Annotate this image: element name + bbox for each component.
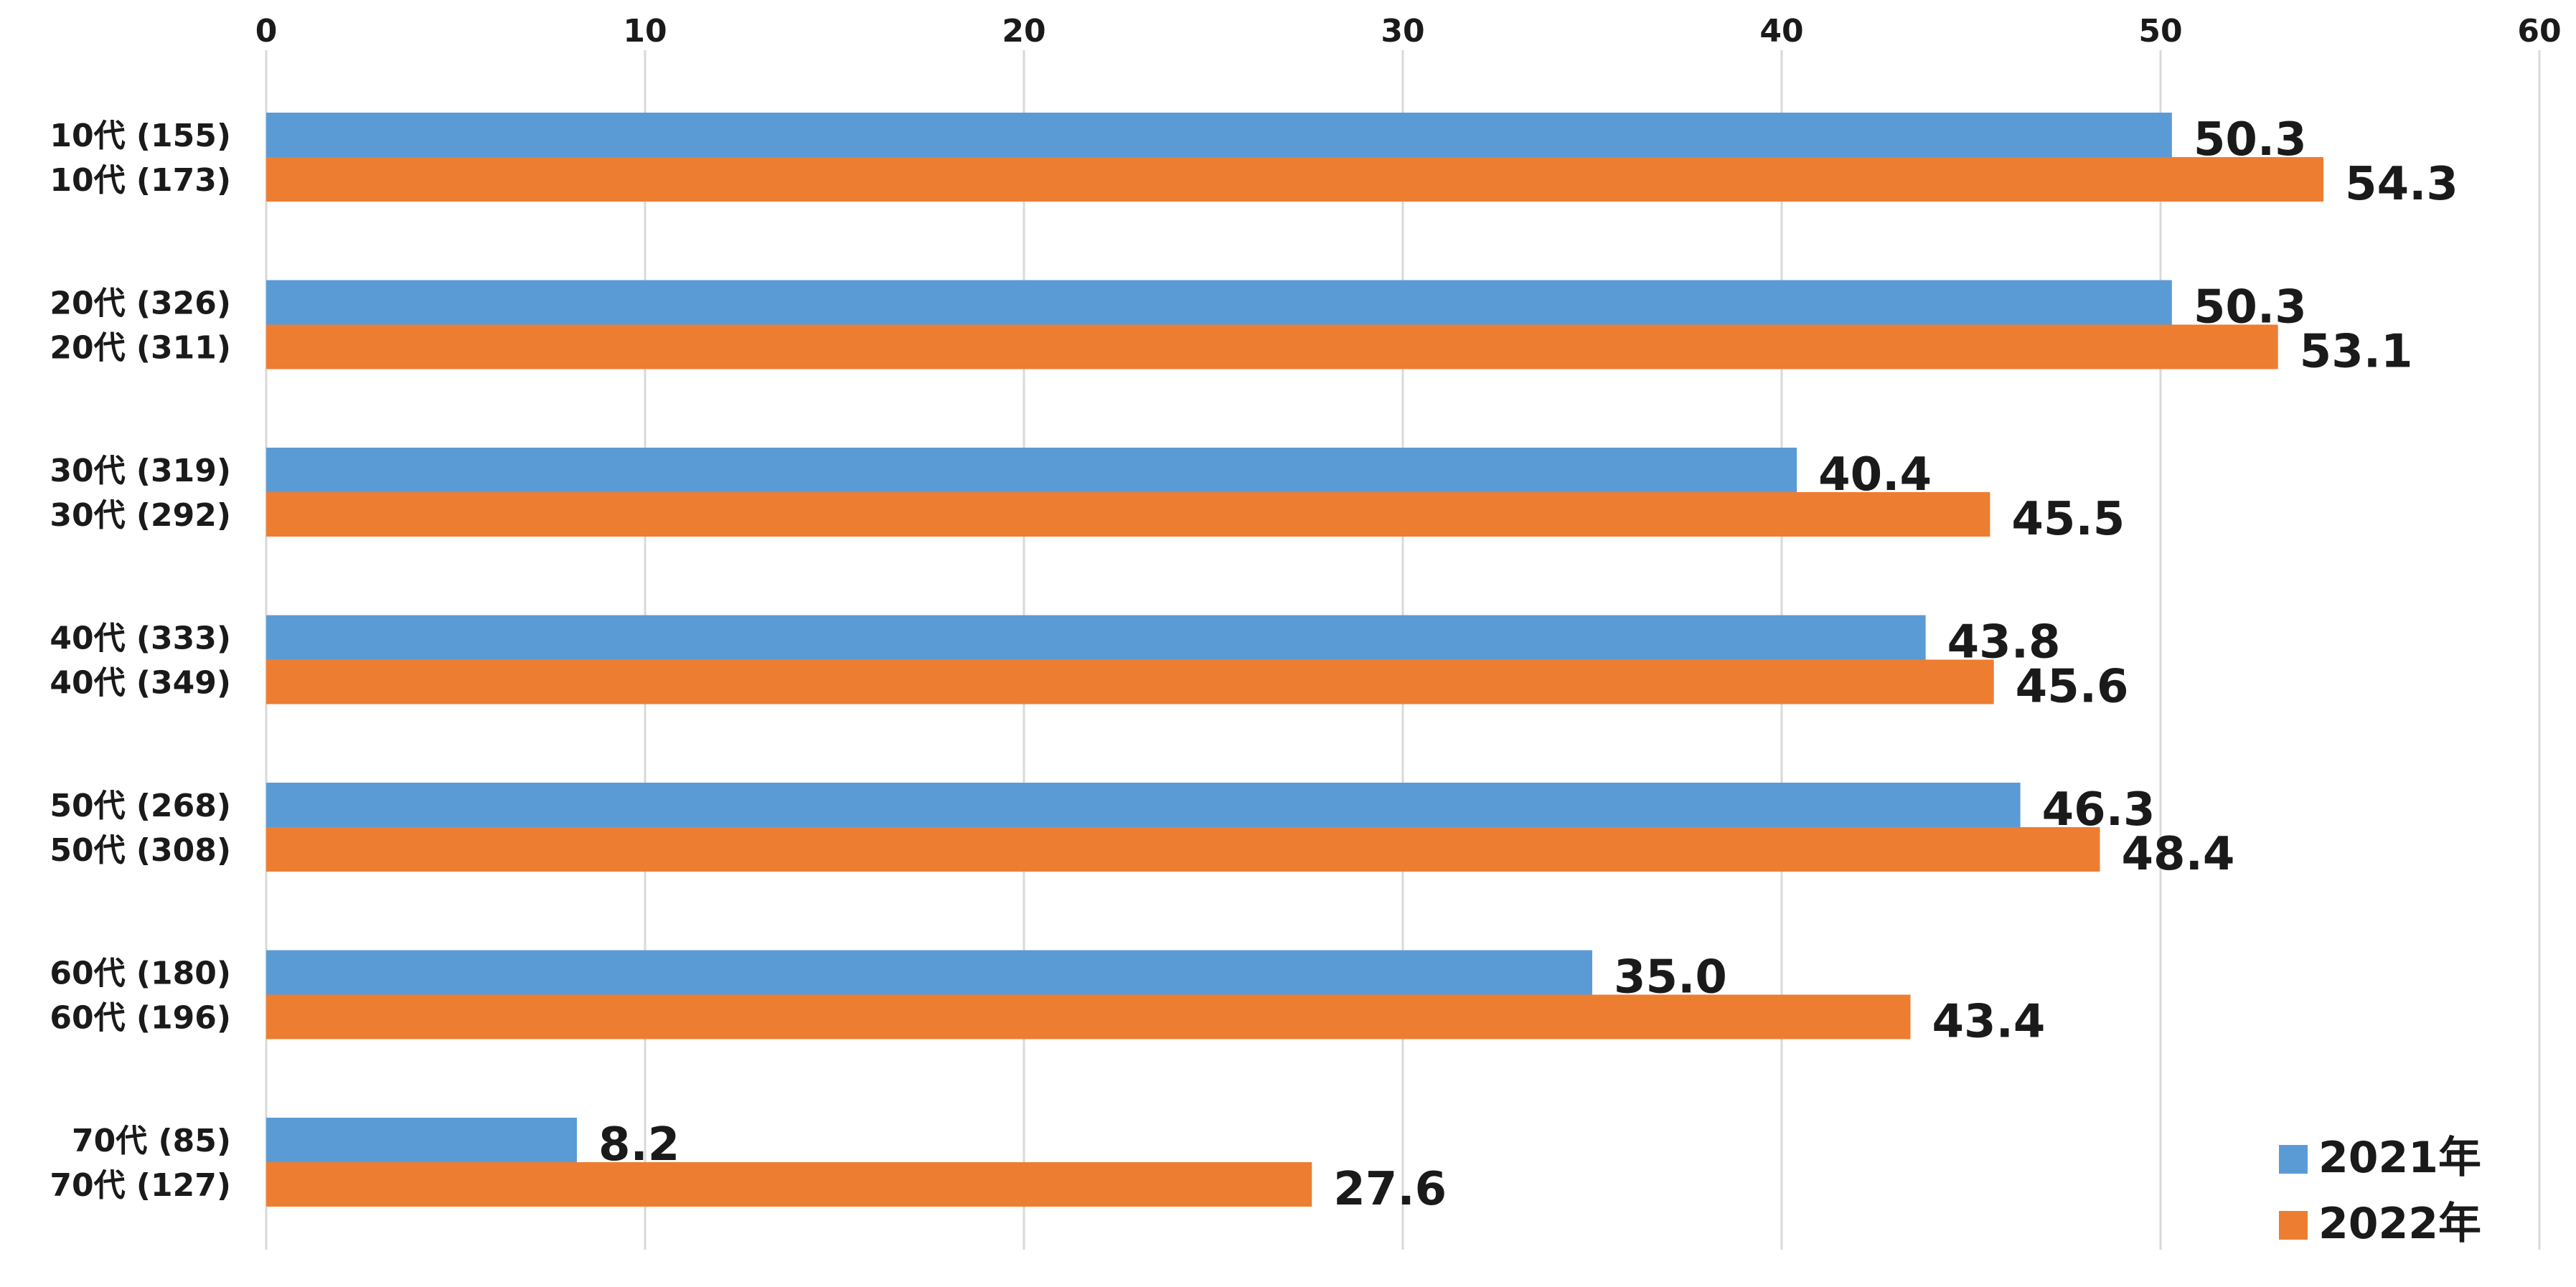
category-label: 30代 (319) [50,453,231,489]
legend-swatch [2279,1145,2308,1174]
x-tick-label: 40 [1759,13,1803,50]
bar-series-2 [266,1162,1312,1207]
category-label: 20代 (311) [50,330,231,367]
x-tick-label: 10 [623,13,667,50]
data-labels: 50.354.350.353.140.445.543.845.646.348.4… [598,113,2458,1216]
bar-series-1 [266,113,2172,157]
legend-swatch [2279,1211,2308,1240]
data-label: 43.4 [1932,996,2046,1049]
data-label: 35.0 [1614,951,1727,1004]
data-label: 53.1 [2300,326,2413,379]
data-label: 40.4 [1818,448,1932,501]
bar-series-2 [266,492,1990,537]
data-label: 43.8 [1947,616,2061,669]
category-label: 40代 (333) [50,621,231,657]
category-label: 70代 (127) [50,1167,231,1204]
bar-series-1 [266,950,1592,995]
bar-series-1 [266,783,2021,827]
legend-label: 2022年 [2318,1199,2481,1249]
data-label: 50.3 [2194,281,2307,334]
data-label: 54.3 [2345,158,2458,211]
category-label: 10代 (155) [50,118,231,154]
x-tick-label: 50 [2138,13,2182,50]
category-label: 60代 (180) [50,956,231,992]
category-label: 10代 (173) [50,162,231,199]
category-label: 30代 (292) [50,497,231,534]
data-label: 50.3 [2194,113,2307,166]
data-label: 46.3 [2042,783,2156,836]
x-tick-label: 0 [255,13,278,50]
data-label: 27.6 [1333,1163,1447,1216]
category-label: 50代 (308) [50,832,231,869]
data-label: 45.6 [2016,661,2129,714]
data-label: 48.4 [2122,828,2235,881]
bar-series-2 [266,157,2324,202]
x-axis-ticks: 0 10 20 30 40 50 60 [255,13,2562,50]
data-label: 45.5 [2011,493,2125,546]
bar-series-1 [266,448,1797,492]
x-tick-label: 30 [1381,13,1424,50]
bar-series-2 [266,827,2100,872]
category-label: 20代 (326) [50,286,231,322]
bar-series-2 [266,994,1911,1040]
category-label: 70代 (85) [72,1123,231,1159]
legend: 2021年 2022年 [2279,1133,2481,1249]
bars [266,113,2324,1207]
category-label: 50代 (268) [50,788,231,824]
bar-series-1 [266,615,1926,660]
x-tick-label: 20 [1002,13,1045,50]
x-tick-label: 60 [2517,13,2561,50]
category-labels: 10代 (155) 10代 (173) 20代 (326) 20代 (311) 30代 … [50,118,231,1204]
bar-series-2 [266,324,2278,369]
category-label: 60代 (196) [50,1000,231,1037]
bar-series-1 [266,1118,577,1162]
bar-series-2 [266,659,1994,704]
legend-label: 2021年 [2318,1133,2481,1183]
bar-series-1 [266,280,2172,325]
category-label: 40代 (349) [50,665,231,702]
data-label: 8.2 [598,1118,680,1172]
